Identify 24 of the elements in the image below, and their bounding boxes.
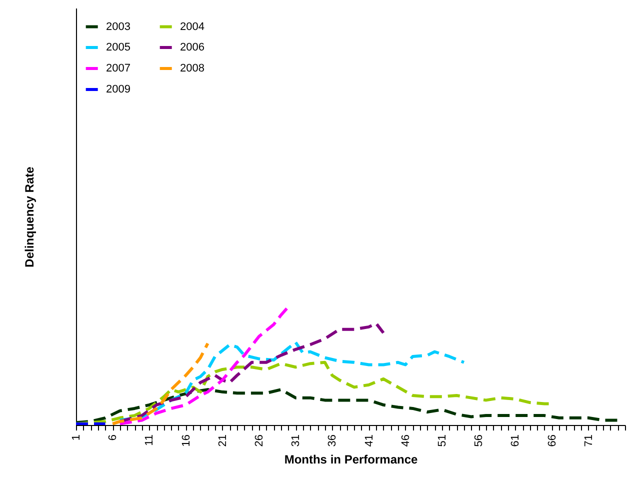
x-tick-label: 21 (216, 434, 229, 447)
x-tick-label: 1 (70, 434, 82, 441)
legend-label: 2008 (180, 62, 204, 74)
legend-label: 2003 (106, 20, 130, 33)
x-tick-label: 56 (473, 434, 486, 447)
legend-label: 2004 (180, 20, 204, 33)
x-tick-label: 46 (400, 434, 412, 447)
legend-label: 2007 (106, 62, 130, 74)
x-tick-label: 71 (582, 434, 595, 447)
x-tick-label: 41 (363, 434, 376, 447)
x-tick-label: 31 (290, 434, 302, 447)
y-axis-title: Delinquency Rate (22, 166, 36, 268)
x-tick-label: 16 (180, 434, 192, 447)
x-tick-label: 11 (144, 434, 156, 446)
legend-label: 2009 (106, 84, 130, 96)
legend-label: 2005 (106, 42, 130, 54)
x-tick-label: 51 (436, 434, 448, 447)
x-axis-title: Months in Performance (284, 452, 418, 467)
x-tick-label: 6 (107, 434, 120, 441)
x-tick-label: 61 (510, 434, 522, 447)
x-tick-label: 36 (326, 434, 339, 447)
x-tick-label: 26 (254, 434, 266, 447)
x-tick-label: 66 (546, 434, 558, 447)
legend-label: 2006 (180, 42, 204, 54)
